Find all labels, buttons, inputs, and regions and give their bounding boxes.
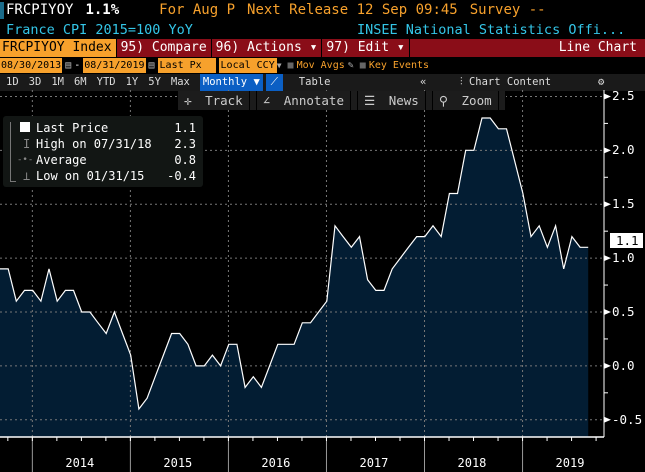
actions-button[interactable]: 96) Actions ▾ [212,39,323,57]
x-tick-label: 2015 [163,456,193,470]
y-tick-label: 2.0 [612,142,635,158]
command-bar: FRCPIYOY Index 95) Compare 96) Actions ▾… [0,39,645,57]
description-row: France CPI 2015=100 YoY INSEE National S… [0,21,645,39]
line-chart-icon[interactable]: ⟋ [265,74,283,91]
y-tick-label: -0.5 [612,411,643,427]
chart-type[interactable]: Line Chart [558,40,637,55]
y-tick-mark [604,93,611,100]
last-price-swatch [20,122,30,132]
compare-button[interactable]: 95) Compare [117,39,212,57]
security-field[interactable]: FRCPIYOY Index [0,39,117,57]
zoom-label: Zoom [456,91,499,110]
x-tick-label: 2016 [261,456,291,470]
settings-row: 08/30/2013 ▤ - 08/31/2019 ▤ Last Px Loca… [0,58,430,73]
chart-content-button[interactable]: ⫶ Chart Content [460,76,552,88]
high-icon: I [23,137,31,151]
last-value: 1.1% [85,2,120,18]
ticker: FRCPIYOY [6,2,74,18]
y-tick-label: 0.0 [612,357,635,373]
collapse-icon[interactable]: « [420,76,427,88]
news-label: News [383,91,426,110]
next-release: Next Release 12 Sep 09:45 [247,2,458,18]
y-tick-label: 1.0 [612,250,635,266]
y-tick-mark [604,201,611,208]
legend-last-label: Last Price [36,121,109,135]
end-date[interactable]: 08/31/2019 [83,58,146,73]
calendar-icon[interactable]: ▤ [65,60,72,71]
legend-low-label: Low on 01/31/15 [36,169,145,183]
edit-button[interactable]: 97) Edit ▾ [322,39,410,57]
period-bar: 1D 3D 1M 6M YTD 1Y 5Y Max Monthly ▼ ⟋ Ta… [0,74,645,91]
description: France CPI 2015=100 YoY [6,22,193,38]
key-events-label: Key Events [368,60,430,71]
gear-icon[interactable]: ⚙ [598,76,605,88]
ticker-marker [0,2,4,19]
legend-avg-label: Average [36,153,87,167]
period-ytd[interactable]: YTD [96,76,116,88]
legend-high-label: High on 07/31/18 [36,137,152,151]
mov-avgs-label: Mov Avgs [296,60,345,71]
track-label: Track [199,91,250,110]
source: INSEE National Statistics Offi... [357,22,626,38]
last-value-tag-label: 1.1 [616,233,639,249]
track-button[interactable]: ✛ Track [178,91,257,110]
y-tick-mark [604,308,611,315]
actions-label: 96) Actions [215,40,302,55]
period-1d[interactable]: 1D [6,76,19,88]
survey: Survey -- [469,2,546,18]
edit-label: 97) Edit [326,40,390,55]
legend-last-value: 1.1 [174,121,196,135]
pencil-icon[interactable]: ✎ [347,60,354,71]
last-value-tag: 1.1 [610,233,643,249]
average-icon: -•- [17,155,34,165]
area-fill [0,118,589,437]
x-tick-label: 2017 [359,456,389,470]
key-events-checkbox[interactable]: ■ [359,60,366,71]
legend-avg-value: 0.8 [174,153,196,167]
period-1y[interactable]: 1Y [125,76,139,88]
x-tick-label: 2018 [457,456,487,470]
period-3d[interactable]: 3D [28,76,42,88]
legend-tree [10,122,16,182]
period-1m[interactable]: 1M [51,76,64,88]
chevron-down-icon[interactable]: ▼ [276,61,282,70]
legend-high-value: 2.3 [174,137,196,151]
period-max[interactable]: Max [170,76,190,88]
period-5y[interactable]: 5Y [148,76,161,88]
x-tick-label: 2019 [555,456,585,470]
y-tick-label: 1.5 [612,196,635,212]
period: For Aug P [159,2,236,18]
y-tick-label: 2.5 [612,88,635,104]
chart-legend: Last Price 1.1 I High on 07/31/18 2.3 -•… [3,116,203,187]
y-tick-mark [604,416,611,423]
zoom-button[interactable]: ⚲ Zoom [433,91,506,110]
frequency-select[interactable]: Monthly ▼ [199,74,263,91]
mov-avgs-checkbox[interactable]: ■ [287,60,294,71]
x-tick-label: 2014 [65,456,95,470]
legend-low-value: -0.4 [167,169,196,183]
annotate-label: Annotate [278,91,351,110]
y-tick-mark [604,255,611,262]
currency-select[interactable]: Local CCY [218,58,277,73]
news-button[interactable]: ☰ News [358,91,433,110]
frequency-label: Monthly [202,76,248,88]
ticker-header: FRCPIYOY 1.1% For Aug P Next Release 12 … [0,0,645,21]
y-tick-mark [604,362,611,369]
chart-content-label: Chart Content [468,76,552,88]
annotate-button[interactable]: ∠ Annotate [257,91,358,110]
chart-tools: ✛ Track ∠ Annotate ☰ News ⚲ Zoom [178,91,506,110]
series-line [0,117,589,411]
calendar-icon[interactable]: ▤ [148,60,155,71]
table-button[interactable]: Table [298,76,331,88]
period-6m[interactable]: 6M [73,76,87,88]
low-icon: ⊥ [23,169,31,183]
y-tick-mark [604,147,611,154]
field-select[interactable]: Last Px [157,58,216,73]
y-tick-label: 0.5 [612,303,635,319]
start-date[interactable]: 08/30/2013 [0,58,63,73]
